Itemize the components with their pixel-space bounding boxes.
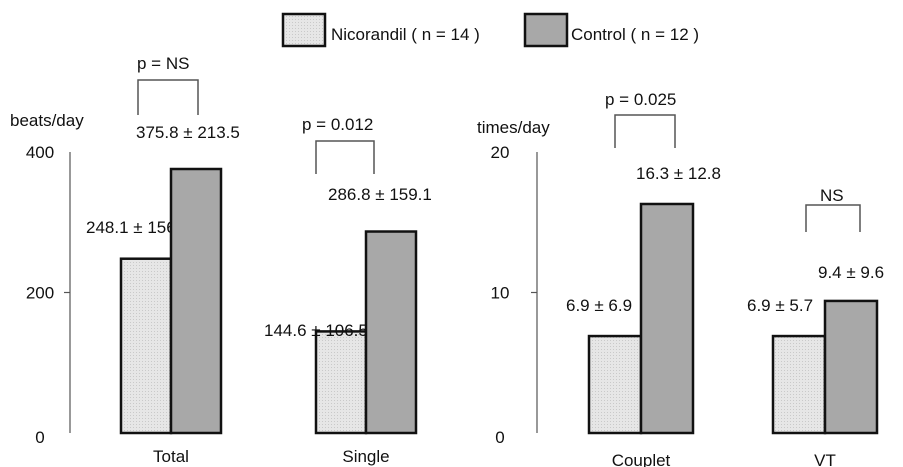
bar-vt-nicorandil (771, 334, 827, 435)
legend-swatch-nicorandil (281, 12, 327, 48)
legend-label-control: Control ( n = 12 ) (571, 25, 699, 44)
category-label-vt: VT (814, 451, 836, 467)
category-label-couplet: Couplet (612, 451, 671, 467)
chart-times-per-day: times/day 0 10 20 6.9 ± 6.9 16.3 ± 12.8 Couple… (477, 90, 884, 467)
bar-single-control (364, 230, 418, 435)
bar-total-nicorandil (119, 257, 173, 435)
value-label-couplet-nicorandil: 6.9 ± 6.9 (566, 296, 632, 315)
legend-label-nicorandil: Nicorandil ( n = 14 ) (331, 25, 480, 44)
y-tick-label-400: 400 (26, 143, 54, 162)
significance-bracket-total (137, 79, 199, 115)
value-label-vt-control: 9.4 ± 9.6 (818, 263, 884, 282)
value-label-single-nicorandil: 144.6 ± 106.5 (264, 321, 368, 340)
y-axis-label: beats/day (10, 111, 84, 130)
y-tick-label-0: 0 (495, 428, 504, 447)
bar-total-control (169, 167, 223, 435)
bar-single-nicorandil (314, 330, 368, 435)
value-label-total-nicorandil: 248.1 ± 156.3 (86, 218, 190, 237)
value-label-single-control: 286.8 ± 159.1 (328, 185, 432, 204)
chart-beats-per-day: beats/day 0 200 400 248.1 ± 156.3 375.8 ± 213… (10, 54, 432, 466)
significance-bracket-single (315, 140, 375, 174)
value-label-total-control: 375.8 ± 213.5 (136, 123, 240, 142)
bar-vt-control (823, 299, 879, 435)
y-tick-label-10: 10 (491, 284, 510, 303)
significance-label-total: p = NS (137, 54, 189, 73)
bar-couplet-nicorandil (587, 334, 643, 435)
y-axis-label: times/day (477, 118, 550, 137)
bar-couplet-control (639, 202, 695, 435)
legend-swatch-control (523, 12, 569, 48)
y-tick-label-0: 0 (35, 428, 44, 447)
significance-bracket-vt (805, 204, 861, 232)
y-tick-label-200: 200 (26, 284, 54, 303)
significance-label-single: p = 0.012 (302, 115, 373, 134)
significance-label-couplet: p = 0.025 (605, 90, 676, 109)
category-label-total: Total (153, 447, 189, 466)
y-tick-label-20: 20 (491, 143, 510, 162)
significance-label-vt: NS (820, 186, 844, 205)
significance-bracket-couplet (614, 114, 676, 148)
value-label-vt-nicorandil: 6.9 ± 5.7 (747, 296, 813, 315)
legend: Nicorandil ( n = 14 ) Control ( n = 12 ) (281, 12, 699, 48)
value-label-couplet-control: 16.3 ± 12.8 (636, 164, 721, 183)
category-label-single: Single (342, 447, 389, 466)
